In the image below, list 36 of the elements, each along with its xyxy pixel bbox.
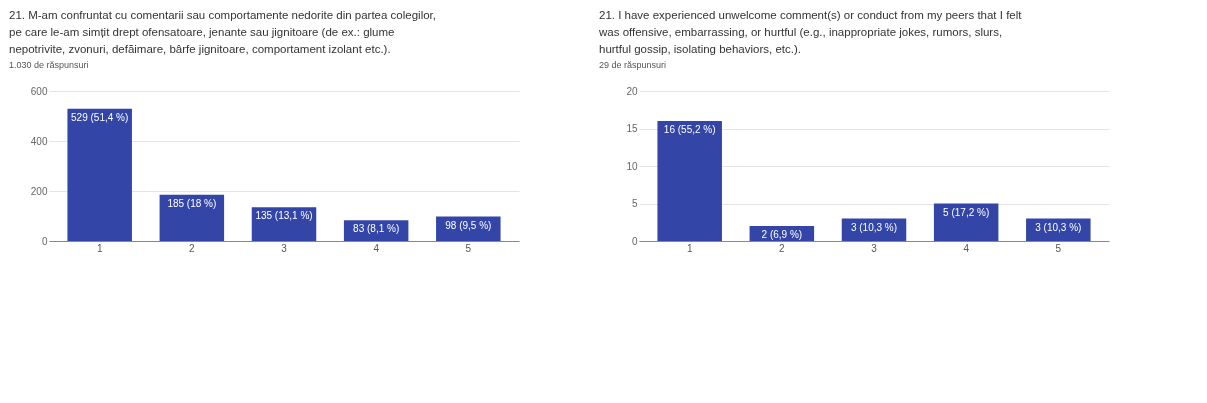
x-tick-label: 1 [686,242,693,254]
chart-subtitle: 29 de răspunsuri [599,60,667,70]
x-tick-label: 5 [465,242,472,254]
bar [159,194,225,241]
data-label: 3 (10,3 %) [850,221,898,233]
y-tick-label: 400 [30,135,48,147]
x-tick-label: 3 [871,242,878,254]
x-tick-label: 1 [96,242,103,254]
x-tick-label: 2 [189,242,196,254]
x-tick-label: 4 [963,242,970,254]
chart-subtitle: 1.030 de răspunsuri [9,60,89,70]
x-tick-label: 5 [1055,242,1062,254]
data-label: 5 (17,2 %) [943,206,990,218]
y-tick-label: 5 [631,198,638,209]
data-label: 3 (10,3 %) [1035,221,1082,233]
data-label: 98 (9,5 %) [445,219,492,231]
x-tick-label: 3 [281,242,288,254]
y-tick-label: 600 [30,85,48,97]
y-tick-label: 200 [30,185,48,197]
x-tick-label: 2 [779,242,786,254]
chart-title: 21. I have experienced unwelcome comment(s) or conduct from my peers that I felt was offensive, embarrassing, or hurtful (e.g., inappropriate jokes, rumors, slurs, hurtful gossip, isolating behaviors, etc.). [598,8,1023,55]
bar [67,108,132,241]
data-label: 185 (18 %) [167,197,217,209]
data-label: 83 (8,1 %) [353,223,400,235]
chart-title: 21. M-am confruntat cu comentarii sau comportamente nedorite din partea colegilor, pe care le-am simțit drept ofensatoare, jenante sau jignitoare (de ex.: glume nepotrivite, zvonuri, defăimare, bârfe jignitoare, comportament izolant etc.). [9,8,436,55]
y-tick-label: 20 [626,85,638,97]
bar [657,121,722,241]
y-tick-label: 10 [626,160,638,172]
data-label: 2 (6,9 %) [761,229,803,240]
data-label: 135 (13,1 %) [255,210,313,222]
y-tick-label: 15 [626,123,638,134]
y-tick-label: 0 [631,235,638,247]
data-label: 529 (51,4 %) [71,111,129,123]
data-label: 16 (55,2 %) [663,124,716,135]
x-tick-label: 4 [373,242,380,254]
y-tick-label: 0 [41,235,48,247]
